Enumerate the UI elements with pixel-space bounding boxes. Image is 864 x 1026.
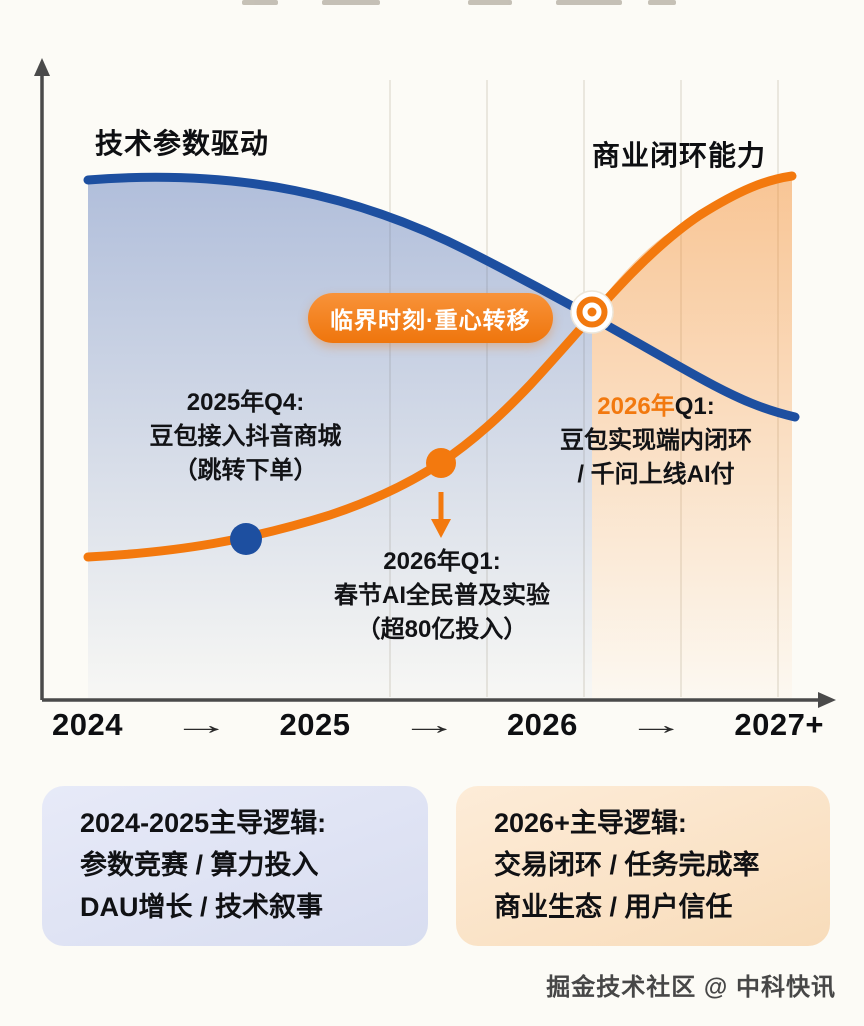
business-curve-label: 商业闭环能力 (592, 140, 767, 171)
x-axis (42, 692, 836, 708)
card-left-title: 2024-2025主导逻辑: (80, 808, 327, 838)
annotation-2026q1-right-title: 2026年Q1: (516, 390, 796, 424)
card-left-line3: DAU增长 / 技术叙事 (80, 892, 323, 922)
right-arrow-icon: → (626, 709, 686, 740)
crossover-target-icon (570, 290, 614, 334)
right-arrow-icon: → (399, 709, 459, 740)
card-2026plus-logic: 2026+主导逻辑: 交易闭环 / 任务完成率 商业生态 / 用户信任 (456, 786, 830, 946)
event-dot-orange (426, 448, 456, 478)
annotation-2025q4-title: 2025年Q4: (186, 389, 305, 416)
x-label-2025: 2025 (279, 707, 351, 742)
y-axis (34, 58, 50, 700)
tech-curve (83, 172, 800, 422)
annotation-2026q1-right-title-rest: Q1: (674, 393, 715, 420)
annotation-2026q1-right-year: 2026年 (597, 393, 675, 420)
annotation-2026q1-mid: 2026年Q1: 春节AI全民普及实验 （超80亿投入） (312, 545, 572, 647)
annotation-2025q4: 2025年Q4: 豆包接入抖音商城 （跳转下单） (108, 386, 383, 488)
card-right-line3: 商业生态 / 用户信任 (494, 892, 733, 922)
x-axis-labels: 2024 → 2025 → 2026 → 2027+ (52, 702, 824, 748)
annotation-2026q1-right: 2026年Q1: 豆包实现端内闭环 / 千问上线AI付 (516, 390, 796, 492)
card-right-line2: 交易闭环 / 任务完成率 (494, 850, 760, 880)
watermark: 掘金技术社区 @ 中科快讯 (546, 974, 836, 1001)
card-left-line2: 参数竞赛 / 算力投入 (80, 850, 319, 880)
annotation-2026q1-mid-title: 2026年Q1: (383, 548, 501, 575)
annotation-2026q1-right-line2: 豆包实现端内闭环 (560, 427, 752, 454)
annotation-2026q1-mid-line2: 春节AI全民普及实验 (334, 582, 550, 609)
annotation-2026q1-mid-line3: （超80亿投入） (356, 616, 528, 643)
annotation-2025q4-line2: 豆包接入抖音商城 (149, 423, 342, 450)
x-label-2026: 2026 (506, 707, 578, 742)
x-label-2027plus: 2027+ (734, 707, 824, 742)
x-label-2024: 2024 (52, 707, 123, 742)
card-2024-2025-logic: 2024-2025主导逻辑: 参数竞赛 / 算力投入 DAU增长 / 技术叙事 (42, 786, 428, 946)
cropped-header-fragments (242, 0, 676, 5)
down-arrow-icon (431, 492, 451, 538)
event-dot-blue (230, 523, 262, 555)
annotation-2025q4-line3: （跳转下单） (173, 457, 318, 484)
orange-area-fill (592, 176, 792, 698)
tech-curve-label: 技术参数驱动 (95, 128, 270, 159)
crossover-badge: 临界时刻·重心转移 (308, 293, 553, 343)
right-arrow-icon: → (171, 709, 231, 740)
annotation-2026q1-right-line3: / 千问上线AI付 (577, 461, 735, 488)
card-right-title: 2026+主导逻辑: (494, 808, 687, 838)
